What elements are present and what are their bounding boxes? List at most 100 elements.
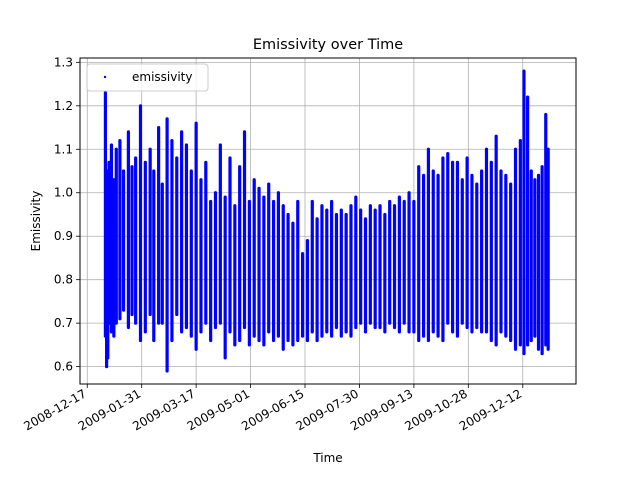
emissivity-point	[315, 217, 319, 221]
emissivity-point	[199, 178, 203, 181]
y-tick-label: 0.9	[54, 229, 73, 243]
emissivity-point	[364, 330, 367, 334]
emissivity-point	[349, 334, 353, 338]
emissivity-point	[446, 321, 449, 325]
emissivity-point	[161, 321, 164, 325]
emissivity-point	[157, 321, 160, 325]
emissivity-point	[373, 326, 377, 329]
emissivity-point	[398, 195, 401, 199]
emissivity-point	[214, 326, 217, 329]
emissivity-point	[311, 200, 314, 203]
emissivity-point	[441, 156, 445, 160]
emissivity-point	[204, 321, 208, 325]
emissivity-point	[441, 339, 445, 342]
emissivity-point	[134, 321, 137, 325]
emissivity-point	[219, 321, 222, 325]
emissivity-point	[383, 330, 387, 334]
emissivity-point	[243, 326, 246, 329]
emissivity-point	[238, 339, 241, 342]
emissivity-point	[340, 208, 343, 212]
legend-label: emissivity	[132, 70, 193, 84]
emissivity-point	[139, 339, 142, 342]
emissivity-point	[112, 334, 116, 338]
chart-title: Emissivity over Time	[253, 37, 403, 53]
emissivity-point	[480, 330, 483, 334]
emissivity-point	[277, 191, 280, 194]
y-axis: 0.6 0.7 0.8 0.9 1.0 1.1 1.2 1.3	[54, 55, 80, 374]
emissivity-point	[257, 187, 261, 190]
emissivity-point	[475, 182, 478, 186]
emissivity-point	[296, 200, 299, 203]
emissivity-point	[238, 165, 241, 168]
emissivity-point	[105, 169, 108, 173]
emissivity-point	[461, 321, 464, 325]
emissivity-point	[105, 365, 108, 368]
emissivity-point	[107, 161, 111, 164]
emissivity-point	[427, 148, 430, 151]
emissivity-point	[340, 334, 343, 338]
emissivity-point	[436, 174, 440, 177]
plot-area-frame	[79, 57, 577, 385]
emissivity-point	[499, 169, 503, 173]
emissivity-point	[330, 200, 333, 203]
emissivity-point	[110, 330, 113, 334]
series-emissivity	[103, 69, 550, 373]
y-tick-label: 0.7	[54, 316, 73, 330]
emissivity-point	[185, 143, 188, 147]
emissivity-point	[130, 313, 134, 316]
emissivity-point	[165, 117, 169, 121]
emissivity-point	[398, 330, 401, 334]
emissivity-point	[446, 152, 449, 155]
emissivity-point	[465, 326, 469, 329]
emissivity-point	[219, 143, 222, 147]
emissivity-point	[403, 321, 406, 325]
emissivity-point	[282, 204, 285, 207]
emissivity-point	[110, 143, 113, 147]
y-tick-label: 1.2	[54, 99, 73, 113]
emissivity-point	[190, 169, 193, 173]
emissivity-point	[412, 200, 416, 203]
emissivity-point	[494, 343, 498, 347]
legend: emissivity	[86, 63, 209, 92]
emissivity-point	[546, 348, 550, 351]
emissivity-point	[286, 213, 290, 216]
emissivity-point	[320, 334, 324, 338]
emissivity-point	[223, 195, 227, 199]
y-tick-label: 1.1	[54, 142, 73, 156]
emissivity-point	[170, 339, 174, 342]
emissivity-point	[359, 208, 362, 212]
emissivity-point	[144, 330, 147, 334]
emissivity-point	[432, 169, 435, 173]
emissivity-point	[422, 334, 425, 338]
emissivity-point	[526, 95, 529, 99]
emissivity-point	[364, 217, 367, 221]
emissivity-point	[530, 339, 533, 342]
legend-marker	[103, 75, 107, 79]
emissivity-point	[335, 213, 338, 216]
emissivity-point	[161, 182, 164, 186]
emissivity-point	[199, 330, 203, 334]
emissivity-point	[461, 178, 464, 181]
emissivity-point	[522, 352, 526, 355]
emissivity-point	[194, 122, 198, 125]
emissivity-point	[388, 321, 391, 325]
emissivity-point	[456, 334, 459, 338]
emissivity-point	[296, 339, 299, 342]
emissivity-point	[335, 326, 338, 329]
emissivity-point	[480, 169, 483, 173]
emissivity-point	[369, 321, 372, 325]
emissivity-point	[262, 343, 266, 347]
emissivity-point	[537, 174, 540, 177]
emissivity-point	[134, 156, 137, 160]
emissivity-point	[233, 204, 237, 207]
emissivity-point	[533, 334, 537, 338]
emissivity-point	[257, 339, 261, 342]
emissivity-point	[185, 326, 188, 329]
emissivity-point	[417, 165, 420, 168]
emissivity-point	[272, 200, 275, 203]
emissivity-point	[248, 200, 251, 203]
emissivity-point	[451, 330, 454, 334]
emissivity-point	[115, 148, 118, 151]
x-axis-label: Time	[312, 451, 342, 465]
emissivity-point	[122, 169, 125, 173]
